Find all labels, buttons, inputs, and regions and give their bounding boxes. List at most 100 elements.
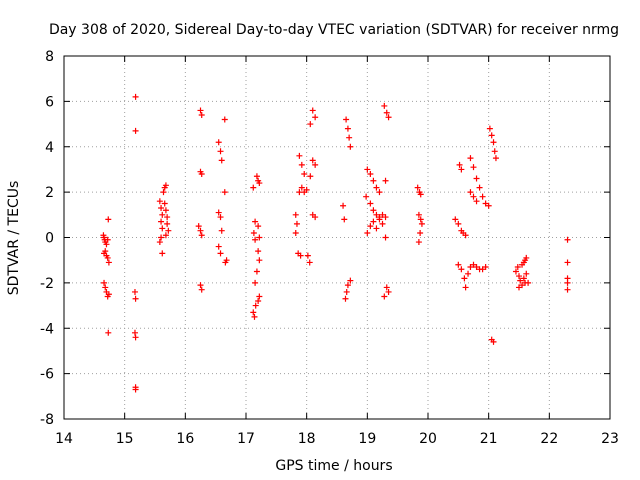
y-tick-label: 0 — [45, 231, 54, 247]
data-point-marker — [367, 200, 374, 207]
data-point-marker — [479, 193, 486, 200]
data-point-marker — [465, 270, 472, 277]
data-point-marker — [156, 239, 163, 246]
data-point-marker — [251, 313, 258, 320]
data-point-marker — [370, 207, 377, 214]
data-point-marker — [221, 116, 228, 123]
data-point-marker — [304, 252, 311, 259]
data-point-marker — [132, 386, 139, 393]
data-point-marker — [164, 220, 171, 227]
data-point-marker — [373, 184, 380, 191]
data-point-marker — [347, 143, 354, 150]
data-point-marker — [250, 309, 257, 316]
data-point-marker — [417, 216, 424, 223]
x-tick-label: 19 — [358, 431, 376, 447]
data-point-marker — [250, 229, 257, 236]
data-point-marker — [373, 211, 380, 218]
data-point-marker — [455, 261, 462, 268]
data-point-marker — [298, 184, 305, 191]
data-point-marker — [461, 275, 468, 282]
data-point-marker — [198, 111, 205, 118]
tick-labels: 14 15 16 17 18 19 20 21 22 23 -8 -6 -4 -2 0 2 4 6 8 — [40, 49, 619, 447]
data-point-marker — [102, 284, 109, 291]
data-point-marker — [296, 152, 303, 159]
x-axis-label: GPS time / hours — [275, 458, 392, 474]
data-point-marker — [104, 254, 111, 261]
data-point-marker — [301, 170, 308, 177]
data-point-marker — [347, 277, 354, 284]
data-point-marker — [217, 148, 224, 155]
data-point-marker — [382, 214, 389, 221]
y-tick-label: -8 — [40, 412, 54, 428]
data-point-marker — [473, 198, 480, 205]
data-point-marker — [255, 298, 262, 305]
data-point-marker — [482, 263, 489, 270]
data-point-marker — [105, 259, 112, 266]
data-point-marker — [382, 234, 389, 241]
data-point-marker — [255, 248, 262, 255]
data-point-marker — [197, 107, 204, 114]
data-point-marker — [159, 211, 166, 218]
data-point-marker — [346, 134, 353, 141]
data-point-marker — [105, 291, 112, 298]
data-point-marker — [470, 261, 477, 268]
data-point-marker — [101, 279, 108, 286]
data-point-marker — [307, 173, 314, 180]
data-point-marker — [105, 216, 112, 223]
data-point-marker — [467, 189, 474, 196]
data-point-marker — [158, 205, 165, 212]
data-point-marker — [523, 254, 530, 261]
data-point-marker — [452, 216, 459, 223]
data-point-marker — [516, 284, 522, 291]
y-tick-label: -2 — [40, 276, 54, 292]
x-tick-label: 15 — [116, 431, 134, 447]
data-point-marker — [342, 295, 349, 302]
data-point-marker — [470, 193, 477, 200]
data-point-marker — [467, 263, 474, 270]
data-point-marker — [312, 161, 319, 168]
y-tick-label: -4 — [40, 321, 54, 337]
data-point-marker — [198, 170, 205, 177]
data-point-marker — [252, 279, 259, 286]
data-point-marker — [252, 302, 259, 309]
data-point-marker — [293, 220, 300, 227]
data-point-marker — [340, 202, 347, 209]
data-point-marker — [217, 214, 224, 221]
data-point-marker — [363, 193, 370, 200]
data-point-marker — [519, 282, 526, 289]
data-point-marker — [103, 241, 110, 248]
data-point-marker — [253, 268, 260, 275]
data-point-marker — [132, 93, 139, 100]
data-point-marker — [367, 170, 374, 177]
data-point-marker — [132, 334, 139, 341]
data-point-marker — [164, 214, 171, 221]
data-point-marker — [418, 220, 425, 227]
data-point-marker — [462, 232, 469, 239]
data-point-marker — [376, 214, 383, 221]
data-point-marker — [415, 239, 422, 246]
data-point-marker — [479, 266, 486, 273]
data-point-marker — [162, 207, 169, 214]
x-tick-label: 17 — [237, 431, 255, 447]
data-point-marker — [160, 189, 167, 196]
data-point-marker — [467, 155, 474, 162]
data-point-marker — [292, 229, 299, 236]
data-point-marker — [104, 236, 111, 243]
data-point-marker — [255, 223, 262, 230]
data-point-marker — [490, 139, 497, 146]
data-point-marker — [252, 236, 259, 243]
data-point-marker — [382, 177, 389, 184]
x-tick-label: 22 — [540, 431, 558, 447]
data-point-marker — [385, 114, 392, 121]
data-point-marker — [379, 211, 386, 218]
data-point-marker — [417, 191, 424, 198]
data-point-marker — [462, 284, 469, 291]
grid-lines — [64, 56, 610, 419]
data-point-marker — [564, 236, 571, 243]
data-point-marker — [344, 125, 351, 132]
y-tick-label: 2 — [45, 185, 54, 201]
data-point-marker — [488, 132, 495, 139]
data-point-marker — [253, 173, 260, 180]
data-point-marker — [458, 166, 465, 173]
